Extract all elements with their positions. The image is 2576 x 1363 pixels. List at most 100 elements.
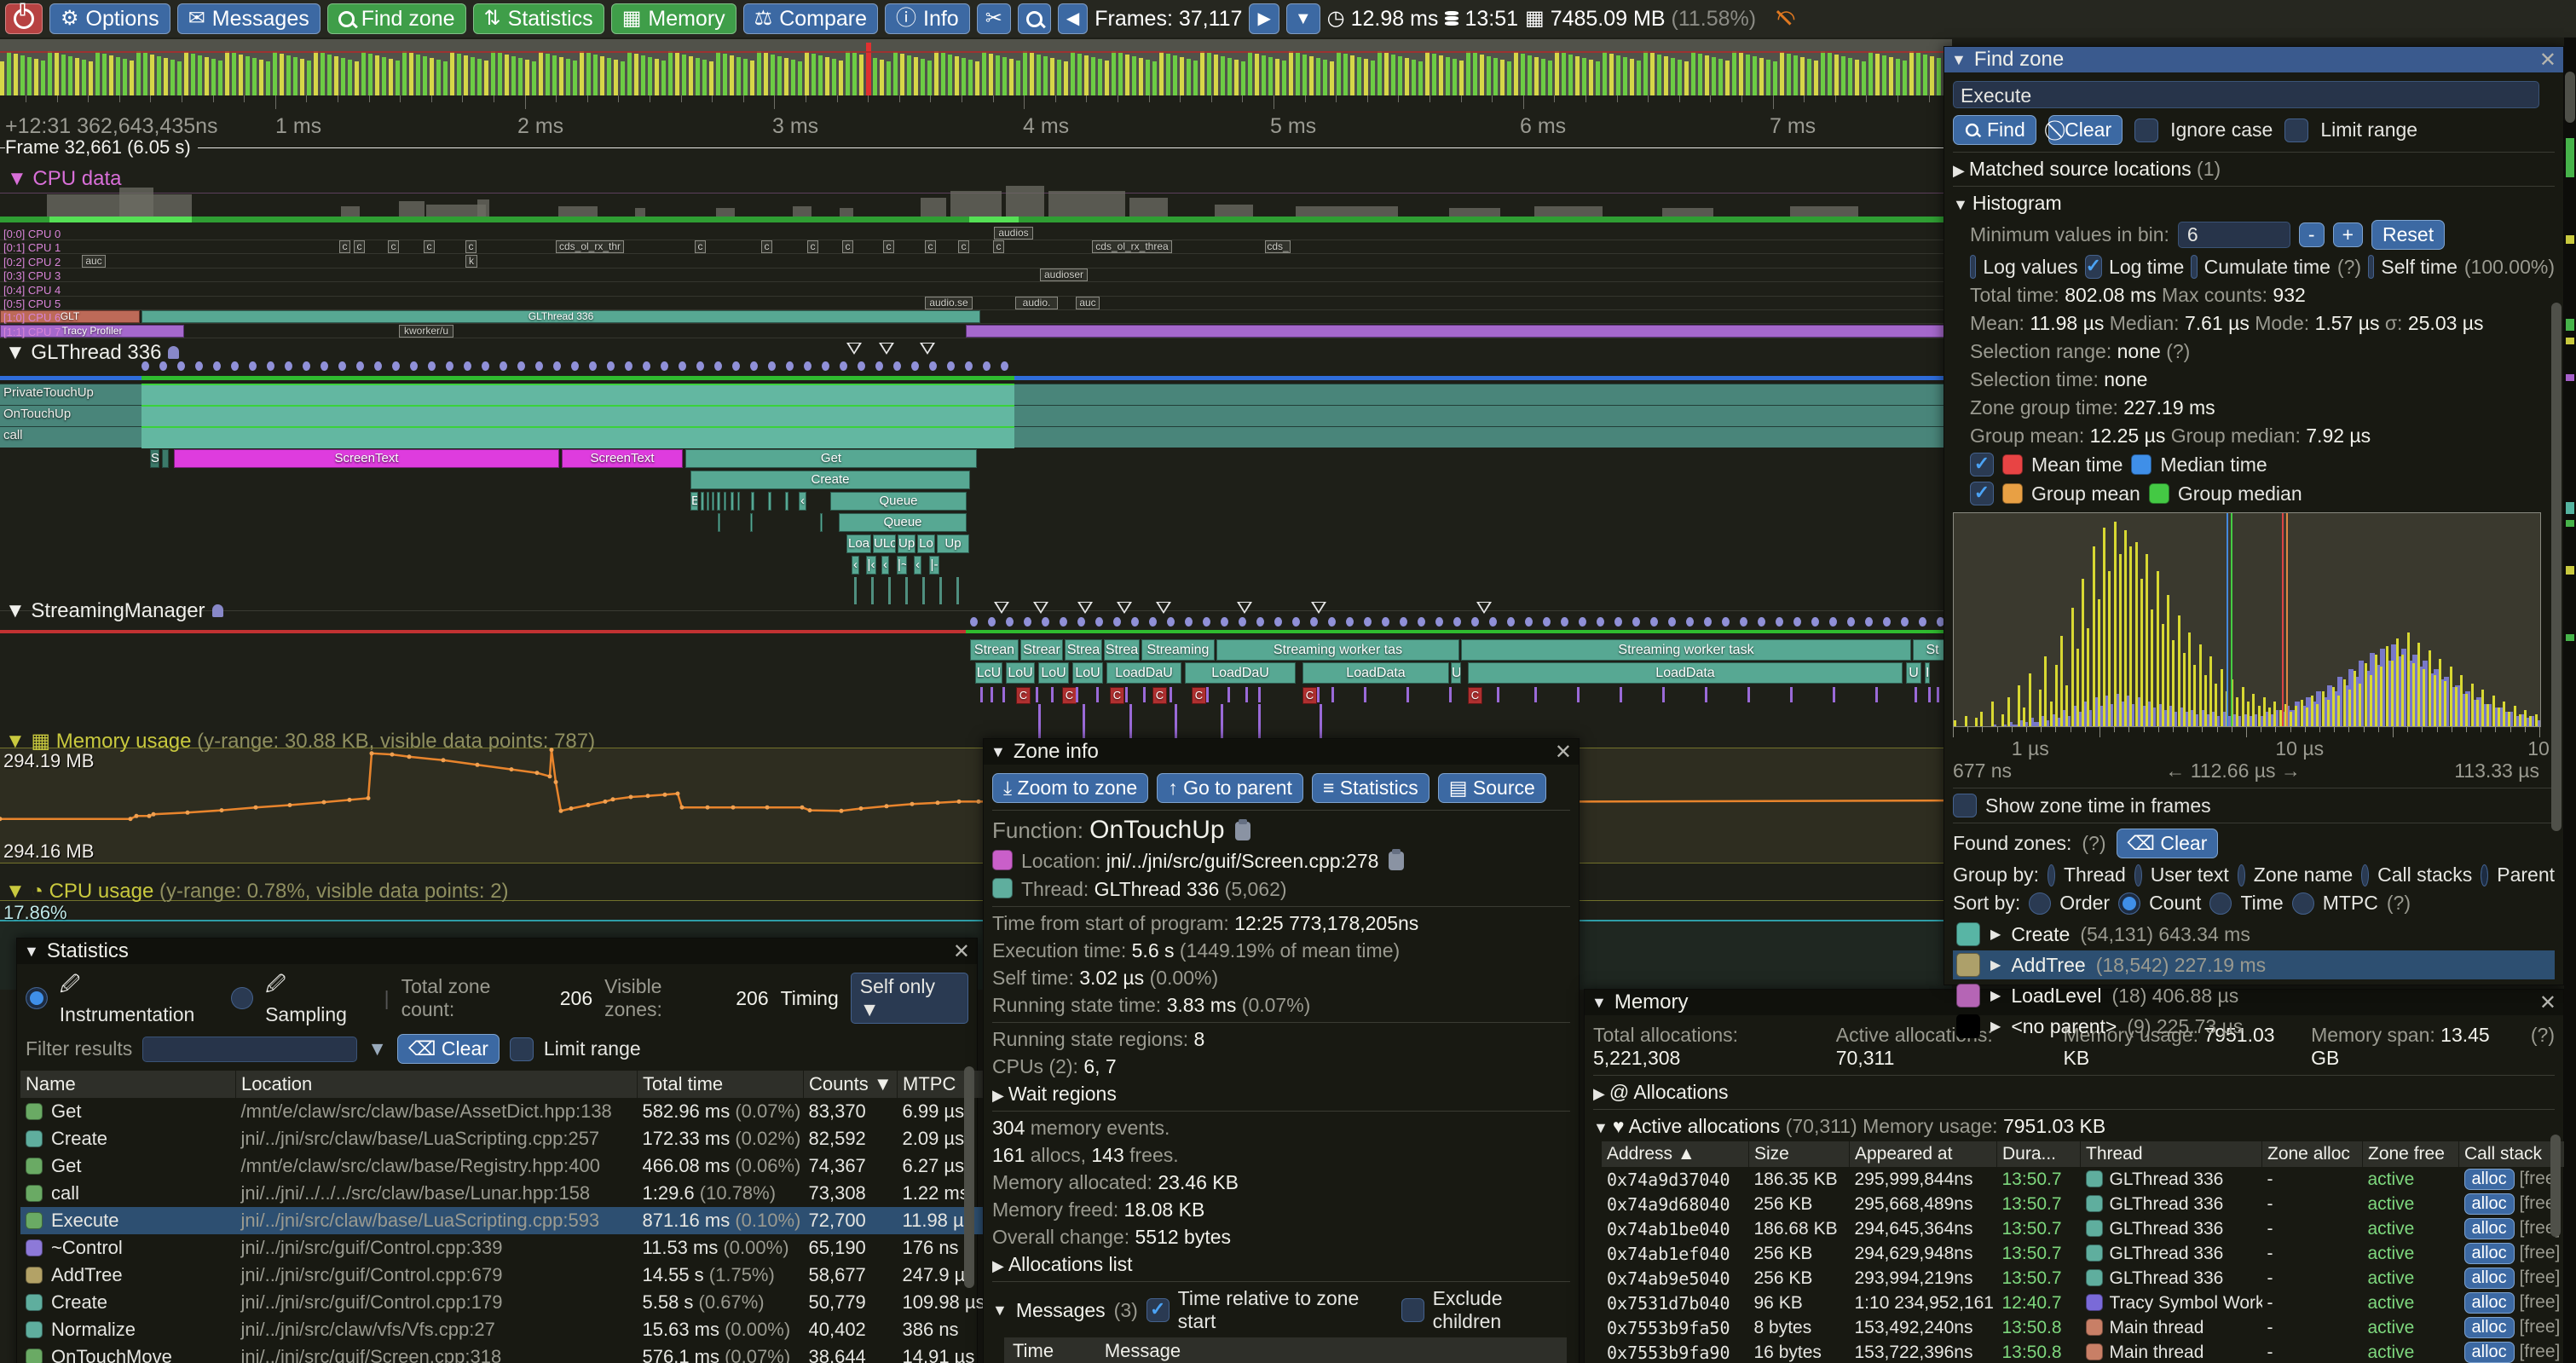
- zone-box[interactable]: Get: [685, 449, 977, 468]
- exclude-children-checkbox[interactable]: [1401, 1298, 1424, 1322]
- zone-box[interactable]: ‹: [914, 556, 921, 575]
- alloc-callstack-button[interactable]: alloc: [2463, 1317, 2515, 1338]
- zone-box[interactable]: [162, 449, 169, 468]
- memory-row[interactable]: 0x7531d7b040 96 KB 1:10 234,952,161 12:40.7…: [1602, 1291, 2576, 1315]
- zone-box[interactable]: ‹: [881, 556, 889, 575]
- streaming-zone-box[interactable]: LoadDaU: [1185, 662, 1296, 684]
- zone-box[interactable]: [820, 513, 823, 532]
- limit-range-checkbox[interactable]: [509, 1037, 534, 1061]
- column-header-counts[interactable]: Counts ▼: [803, 1071, 898, 1098]
- log-values-checkbox[interactable]: [1970, 255, 1977, 279]
- legend-checkbox[interactable]: [1970, 482, 1994, 505]
- cpu-zone-box[interactable]: Tracy Profiler: [0, 324, 184, 338]
- matched-source-toggle[interactable]: ▶ Matched source locations (1): [1953, 158, 2221, 180]
- streaming-header[interactable]: ▼ StreamingManager: [5, 599, 223, 623]
- memory-row[interactable]: 0x74a9d37040 186.35 KB 295,999,844ns 13:50.…: [1602, 1167, 2576, 1192]
- close-icon[interactable]: ✕: [2538, 48, 2556, 72]
- alloc-callstack-button[interactable]: alloc: [2463, 1169, 2515, 1190]
- message-marker[interactable]: [1117, 602, 1132, 614]
- statistics-row[interactable]: OnTouchMove jni/../jni/src/guif/Screen.cp…: [20, 1343, 1010, 1363]
- zone-box[interactable]: Up: [898, 534, 915, 553]
- cpu-zone-box[interactable]: GLThread 336: [142, 310, 980, 324]
- message-marker[interactable]: [846, 343, 862, 355]
- statistics-row[interactable]: Create jni/../jni/src/claw/base/LuaScript…: [20, 1125, 1010, 1152]
- go-to-parent-button[interactable]: ↑ Go to parent: [1157, 773, 1303, 803]
- streaming-c-box[interactable]: C: [1062, 687, 1077, 704]
- column-header-location[interactable]: Location: [235, 1071, 638, 1098]
- time-relative-checkbox[interactable]: [1146, 1298, 1170, 1322]
- sort-radio-order[interactable]: [2029, 892, 2052, 915]
- streaming-zone-box[interactable]: LoU: [1038, 662, 1069, 684]
- sort-radio-count[interactable]: [2118, 892, 2141, 915]
- duration-histogram[interactable]: [1953, 512, 2541, 727]
- decrement-button[interactable]: -: [2298, 222, 2325, 247]
- zone-box[interactable]: [737, 492, 740, 511]
- mem-column-size[interactable]: Size: [1748, 1141, 1850, 1167]
- statistics-row[interactable]: ~Control jni/../jni/src/guif/Control.cpp:…: [20, 1234, 1010, 1262]
- message-marker[interactable]: [994, 602, 1009, 614]
- wait-regions-row[interactable]: ▶ Wait regions: [992, 1083, 1117, 1105]
- cpu-zone-box[interactable]: c: [424, 240, 435, 254]
- statistics-row[interactable]: Get/mnt/e/claw/src/claw/base/Registry.hp…: [20, 1152, 1010, 1180]
- statistics-button[interactable]: ⇅ Statistics: [472, 3, 604, 34]
- messages-button[interactable]: ✉ Messages: [176, 3, 321, 34]
- find-zone-input[interactable]: Execute: [1953, 81, 2539, 108]
- zone-box[interactable]: |‹: [866, 556, 876, 575]
- find-button[interactable]: Find: [1953, 115, 2036, 145]
- found-zone-item[interactable]: ▶ LoadLevel (18) 406.88 µs: [1953, 981, 2555, 1010]
- min-values-input[interactable]: 6: [2177, 222, 2290, 248]
- streaming-zone-box[interactable]: Streaming worker tas: [1216, 639, 1459, 661]
- streaming-c-box[interactable]: C: [1110, 687, 1124, 704]
- cpu-zone-box[interactable]: GLT: [0, 310, 140, 324]
- cpu-zone-box[interactable]: k: [465, 254, 477, 268]
- streaming-zone-box[interactable]: I: [1925, 662, 1930, 684]
- cpu-zone-box[interactable]: cds_ol_rx_threa: [1092, 240, 1172, 254]
- group-radio-call-stacks[interactable]: [2361, 863, 2370, 887]
- memory-row[interactable]: 0x7553b9fa90 16 bytes 153,722,396ns 13:50.8…: [1602, 1340, 2576, 1363]
- zone-box[interactable]: [731, 492, 734, 511]
- cpu-zone-box[interactable]: audio.: [1015, 297, 1058, 309]
- cpu-zone-box[interactable]: c: [465, 240, 477, 254]
- cpu-zone-box[interactable]: audio.se: [925, 297, 973, 309]
- cpu-zone-box[interactable]: c: [842, 240, 853, 254]
- message-marker[interactable]: [1077, 602, 1093, 614]
- memory-row[interactable]: 0x7553b9fa50 8 bytes 153,492,240ns 13:50.8 M…: [1602, 1315, 2576, 1340]
- compare-button[interactable]: ⚖ Compare: [742, 3, 879, 34]
- zone-box[interactable]: |-: [929, 556, 939, 575]
- info-button[interactable]: ⓘ Info: [885, 3, 970, 34]
- column-header-total-time[interactable]: Total time: [637, 1071, 804, 1098]
- allocations-list-row[interactable]: ▶ Allocations list: [992, 1253, 1133, 1275]
- frame-dropdown-button[interactable]: ▼: [1285, 3, 1320, 34]
- streaming-zone-box[interactable]: LoU: [1072, 662, 1103, 684]
- alloc-callstack-button[interactable]: alloc: [2463, 1218, 2515, 1239]
- memory-row[interactable]: 0x74ab1ef040 256 KB 294,629,948ns 13:50.7 GL…: [1602, 1241, 2576, 1266]
- allocations-toggle[interactable]: ▶ @ Allocations: [1593, 1081, 1729, 1103]
- streaming-zone-box[interactable]: Streaming worker task: [1461, 639, 1911, 661]
- zone-box[interactable]: [712, 492, 714, 511]
- zone-box[interactable]: ULo: [873, 534, 896, 553]
- memory-row[interactable]: 0x74a9d68040 256 KB 295,668,489ns 13:50.7 GL…: [1602, 1192, 2576, 1216]
- streaming-c-box[interactable]: C: [1016, 687, 1031, 704]
- cpu-zone-box[interactable]: c: [883, 240, 894, 254]
- streaming-zone-box[interactable]: Strea: [1065, 639, 1102, 661]
- cpu-zone-box[interactable]: audios: [994, 227, 1033, 240]
- mem-column-address[interactable]: Address ▲: [1607, 1144, 1695, 1164]
- zoom-to-zone-button[interactable]: ⤓ Zoom to zone: [992, 773, 1149, 803]
- zone-box[interactable]: Lo: [917, 534, 935, 553]
- prev-frame-button[interactable]: ◀: [1057, 3, 1089, 34]
- zone-box[interactable]: Queue: [839, 513, 967, 532]
- memory-button[interactable]: ▦ Memory: [610, 3, 736, 34]
- reset-button[interactable]: Reset: [2371, 220, 2446, 250]
- streaming-zone-box[interactable]: U: [1451, 662, 1461, 684]
- cumulate-time-checkbox[interactable]: [2191, 255, 2198, 279]
- streaming-zone-box[interactable]: U: [1906, 662, 1921, 684]
- statistics-row[interactable]: Execute jni/../jni/src/claw/base/LuaScrip…: [20, 1207, 1010, 1234]
- cpu-zone-box[interactable]: auc: [1076, 297, 1100, 309]
- alloc-callstack-button[interactable]: alloc: [2463, 1342, 2515, 1363]
- show-zone-time-checkbox[interactable]: [1953, 794, 1977, 817]
- streaming-zone-box[interactable]: Strear: [1020, 639, 1063, 661]
- zone-box[interactable]: ‹: [799, 492, 806, 511]
- message-marker[interactable]: [1237, 602, 1252, 614]
- tools-button[interactable]: ✂: [976, 3, 1011, 34]
- cpu-zone-box[interactable]: c: [695, 240, 706, 254]
